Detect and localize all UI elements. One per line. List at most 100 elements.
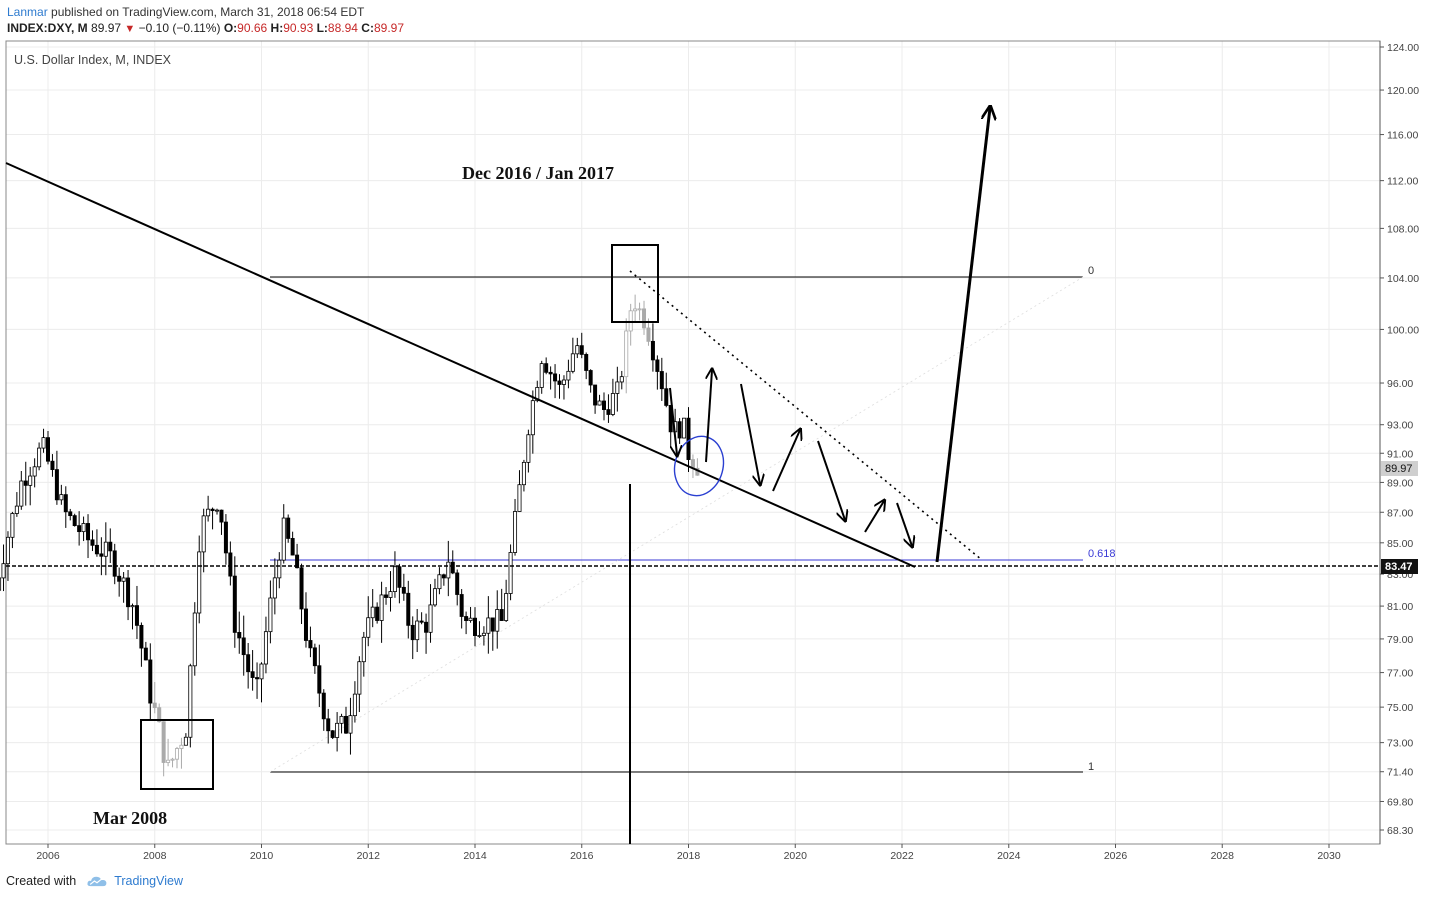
candle-body (450, 561, 455, 574)
candle-body (566, 370, 571, 381)
candle-body (686, 417, 691, 460)
candle-body (317, 665, 322, 694)
candle-body (170, 758, 175, 761)
candle-body (290, 538, 295, 556)
arrow-up-big (935, 108, 990, 563)
x-tick-label: 2016 (570, 850, 594, 862)
created-with-text: Created with (6, 874, 77, 888)
candle-body (455, 572, 460, 595)
level-price-tag-text: 83.47 (1385, 561, 1413, 573)
x-tick-label: 2018 (677, 850, 701, 862)
arrow-up-3 (864, 501, 884, 533)
candle-body (139, 624, 144, 649)
last-price-tag (1381, 461, 1418, 476)
candle-body (130, 605, 135, 608)
author-link[interactable]: Lanmar (7, 5, 48, 19)
candle-body (134, 605, 139, 626)
candle-body (143, 647, 148, 661)
open-label: O: (223, 21, 238, 35)
candle-body (357, 661, 362, 695)
candle-body (659, 371, 664, 390)
symbol-label: INDEX:DXY, M (7, 21, 88, 35)
candle-body (588, 370, 593, 386)
candle-body (388, 591, 393, 598)
y-tick-label: 71.40 (1387, 767, 1413, 779)
candle-body (633, 308, 638, 312)
candle-body (579, 345, 584, 355)
candle-body (361, 636, 366, 663)
candle-body (379, 594, 384, 621)
candle-body (384, 594, 389, 598)
candle-body (312, 647, 317, 667)
candle-body (570, 353, 575, 372)
candle-body (593, 384, 598, 406)
y-tick-label: 79.00 (1387, 634, 1413, 646)
close-value: 89.97 (373, 21, 404, 35)
tradingview-cloud-icon (87, 876, 107, 887)
x-tick-label: 2014 (463, 850, 487, 862)
candle-body (86, 523, 91, 541)
candle-body (624, 330, 629, 378)
projection-arrows (669, 108, 990, 563)
candle-body (415, 620, 420, 641)
price-axis: 124.00 120.00 116.00 112.00 108.00 104.00 100.… (1380, 42, 1419, 837)
candle-body (263, 631, 268, 665)
candle-body (561, 379, 566, 385)
candle-body (103, 541, 108, 557)
candle-body (366, 617, 371, 638)
candle-body (5, 536, 10, 565)
candle-body (206, 508, 211, 517)
candle-body (419, 620, 424, 623)
x-tick-label: 2026 (1104, 850, 1128, 862)
y-tick-label: 112.00 (1387, 176, 1418, 188)
candle-body (41, 437, 46, 449)
candle-body (126, 577, 131, 608)
candle-body (606, 409, 611, 415)
candle-body (1, 563, 6, 579)
down-triangle-icon: ▼ (124, 23, 136, 35)
candle-body (286, 517, 291, 539)
candle-body (441, 574, 446, 579)
candle-body (508, 552, 513, 594)
candle-body (481, 632, 486, 636)
candle-body (344, 715, 349, 734)
low-label: L: (316, 21, 328, 35)
y-tick-label: 124.00 (1387, 42, 1419, 54)
candle-body (259, 663, 264, 680)
candle-body (174, 748, 179, 760)
candle-body (526, 434, 531, 463)
candle-body (59, 494, 64, 501)
fib-0618-label: 0.618 (1088, 548, 1116, 560)
candle-body (50, 460, 55, 470)
candle-body (535, 387, 540, 402)
candle-body (192, 612, 197, 667)
candle-body (99, 553, 104, 557)
arrow-up-2 (772, 430, 800, 492)
x-tick-label: 2022 (890, 850, 914, 862)
x-tick-label: 2024 (997, 850, 1021, 862)
y-tick-label: 69.80 (1387, 796, 1413, 808)
x-tick-label: 2006 (36, 850, 60, 862)
candle-body (517, 484, 522, 512)
candle-body (397, 566, 402, 588)
highlight-ellipse (673, 435, 725, 497)
candle-body (513, 511, 518, 553)
arrow-down-1 (669, 387, 677, 455)
candle-body (72, 515, 77, 527)
tradingview-link[interactable]: TradingView (114, 874, 183, 888)
y-tick-label: 75.00 (1387, 702, 1413, 714)
y-tick-label: 108.00 (1387, 223, 1419, 235)
candle-body (210, 508, 215, 512)
arrow-down-3 (817, 440, 845, 520)
x-tick-label: 2010 (250, 850, 274, 862)
candle-body (148, 659, 153, 704)
last-price: 89.97 (91, 21, 122, 35)
candle-body (584, 354, 589, 371)
y-tick-label: 91.00 (1387, 448, 1413, 460)
candle-body (281, 517, 286, 561)
candle-body (610, 393, 615, 415)
candle-body (370, 606, 375, 619)
candle-body (237, 632, 242, 639)
candle-body (250, 671, 255, 678)
